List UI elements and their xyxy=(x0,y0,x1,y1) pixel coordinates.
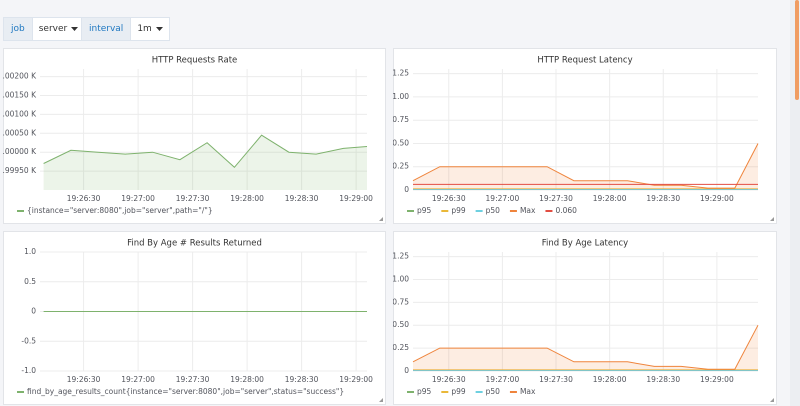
x-tick-label: 19:26:30 xyxy=(67,194,101,203)
legend-label: p50 xyxy=(486,206,501,215)
y-tick-label: -1.0 xyxy=(21,366,36,375)
variable-interval[interactable]: interval 1m xyxy=(81,17,170,41)
variable-dropdown[interactable]: 1m xyxy=(131,17,170,41)
caret xyxy=(155,26,163,31)
x-tick-label: 19:27:00 xyxy=(121,375,155,384)
y-tick-label: 0.50 xyxy=(393,138,409,147)
y-tick-label: 1.00 xyxy=(393,274,409,283)
x-tick-label: 19:27:30 xyxy=(176,194,210,203)
y-tick-label: 0.50 xyxy=(393,320,409,329)
legend-label: {instance="server:8080",job="server",pat… xyxy=(27,206,213,215)
panel: Find By Age # Results Returned -1.0 -0.5 0 0… xyxy=(3,231,386,405)
x-tick-label: 19:29:00 xyxy=(700,194,734,203)
x-tick-label: 19:28:00 xyxy=(593,194,627,203)
x-tick-label: 19:26:30 xyxy=(432,375,466,384)
caret xyxy=(71,26,79,31)
y-tick-label: 3.00150 K xyxy=(3,90,37,99)
x-tick-label: 19:27:00 xyxy=(486,375,520,384)
series-area xyxy=(413,325,758,371)
y-tick-label: 1.00 xyxy=(393,92,409,101)
panel-background xyxy=(3,48,386,224)
series-area xyxy=(413,143,758,190)
y-tick-label: 0.25 xyxy=(393,343,409,352)
x-tick-label: 19:26:30 xyxy=(432,194,466,203)
x-tick-label: 19:29:00 xyxy=(339,375,373,384)
variable-value: 1m xyxy=(137,24,152,34)
x-tick-label: 19:28:30 xyxy=(646,375,680,384)
x-tick-label: 19:26:30 xyxy=(67,375,101,384)
panel-background xyxy=(393,231,777,405)
x-tick-label: 19:27:30 xyxy=(539,194,573,203)
y-tick-label: 3.00050 K xyxy=(3,128,37,137)
legend-label: p99 xyxy=(451,206,466,215)
legend-label: p99 xyxy=(451,387,466,396)
x-tick-label: 19:28:00 xyxy=(593,375,627,384)
x-tick-label: 19:28:30 xyxy=(285,194,319,203)
variable-job[interactable]: job server xyxy=(3,17,86,41)
x-tick-label: 19:28:00 xyxy=(230,194,264,203)
legend-label: p95 xyxy=(417,206,432,215)
scroll-thumb[interactable] xyxy=(795,0,799,100)
x-tick-label: 19:29:00 xyxy=(339,194,373,203)
legend-label: p95 xyxy=(417,387,432,396)
scrollbar[interactable] xyxy=(790,0,800,406)
y-tick-label: 1.25 xyxy=(393,69,409,78)
x-tick-label: 19:28:00 xyxy=(230,375,264,384)
x-tick-label: 19:27:00 xyxy=(486,194,520,203)
panel-title: Find By Age Latency xyxy=(542,239,628,249)
y-tick-label: 1.0 xyxy=(24,247,36,256)
y-tick-label: 1.25 xyxy=(393,252,409,261)
y-tick-label: 3.00200 K xyxy=(3,72,37,81)
resize-handle xyxy=(379,398,383,402)
panel: HTTP Request Latency 0 0.25 0.50 0.75 1.00 1.2… xyxy=(393,48,777,224)
y-tick-label: 0.75 xyxy=(393,115,409,124)
x-tick-label: 19:28:30 xyxy=(646,194,680,203)
y-tick-label: 3.00000 K xyxy=(3,147,37,156)
series-line xyxy=(412,324,759,370)
y-tick-label: -0.5 xyxy=(21,336,36,345)
variable-label: interval xyxy=(81,17,132,41)
variable-label: job xyxy=(3,17,33,41)
legend-label: p50 xyxy=(486,387,501,396)
y-tick-label: 3.00100 K xyxy=(3,109,37,118)
y-tick-label: 0 xyxy=(31,307,36,316)
variable-dropdown[interactable]: server xyxy=(32,17,86,41)
resize-handle xyxy=(770,217,774,221)
panel-title: HTTP Requests Rate xyxy=(152,56,238,66)
legend-label: 0.060 xyxy=(555,206,577,215)
panel-background xyxy=(393,48,777,224)
resize-handle xyxy=(770,398,774,402)
x-tick-label: 19:28:30 xyxy=(285,375,319,384)
y-tick-label: 0 xyxy=(404,366,409,375)
y-tick-label: 0.25 xyxy=(393,162,409,171)
panel-title: HTTP Request Latency xyxy=(537,56,632,66)
x-tick-label: 19:27:00 xyxy=(121,194,155,203)
variable-value: server xyxy=(38,24,68,34)
panel-background xyxy=(3,231,386,405)
series-line xyxy=(412,143,759,189)
series-area xyxy=(43,135,367,190)
resize-handle xyxy=(379,217,383,221)
x-tick-label: 19:27:30 xyxy=(539,375,573,384)
y-tick-label: 0 xyxy=(404,185,409,194)
series-line xyxy=(43,134,368,169)
x-tick-label: 19:29:00 xyxy=(700,375,734,384)
panel-title: Find By Age # Results Returned xyxy=(127,239,262,249)
x-tick-label: 19:27:30 xyxy=(176,375,210,384)
legend-label: find_by_age_results_count{instance="serv… xyxy=(27,387,344,396)
legend-label: Max xyxy=(520,206,536,215)
y-tick-label: 2.99950 K xyxy=(3,166,37,175)
panel: Find By Age Latency 0 0.25 0.50 0.75 1.00 1.25… xyxy=(393,231,777,405)
legend-label: Max xyxy=(520,387,536,396)
y-tick-label: 0.75 xyxy=(393,297,409,306)
panel: HTTP Requests Rate 2.99950 K 3.00000 K 3.00… xyxy=(3,48,386,224)
y-tick-label: 0.5 xyxy=(24,277,36,286)
